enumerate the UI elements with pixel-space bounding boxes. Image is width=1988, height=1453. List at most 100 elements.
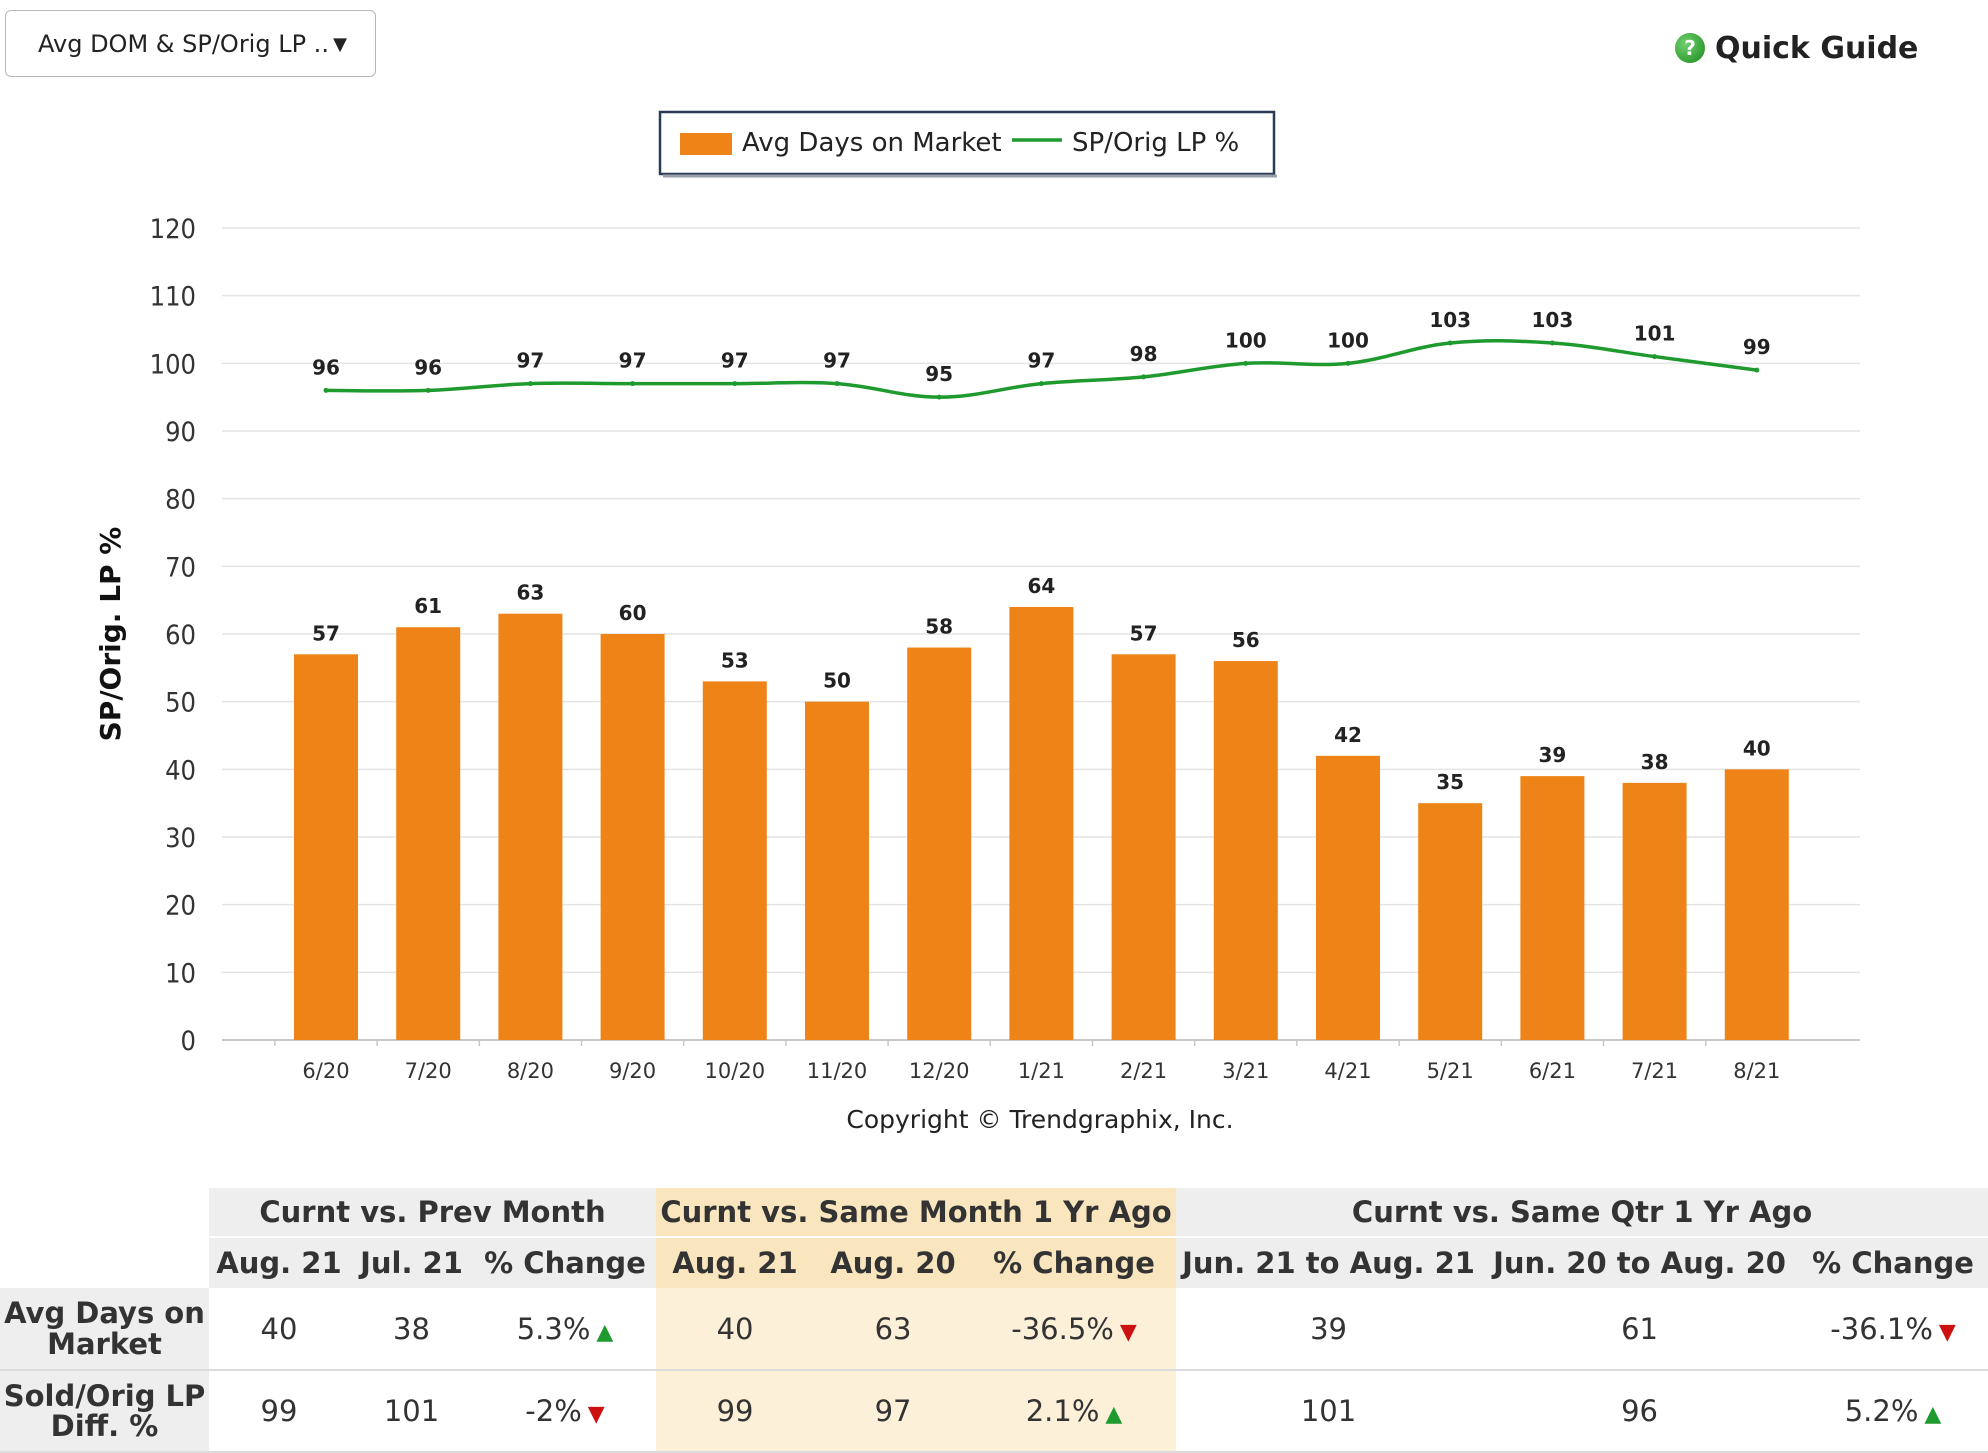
line-data-label: 98 <box>1130 342 1158 366</box>
quick-guide-link[interactable]: ? Quick Guide <box>1675 28 1918 68</box>
comparison-table: Curnt vs. Prev Month Curnt vs. Same Mont… <box>0 1188 1988 1453</box>
cell-value: 38 <box>393 1311 430 1346</box>
cell-value: 40 <box>260 1311 298 1346</box>
x-tick-label: 10/20 <box>705 1059 766 1083</box>
legend-swatch-bar <box>680 133 732 155</box>
line-data-label: 99 <box>1743 335 1771 359</box>
row-label-line: Diff. % <box>50 1409 159 1443</box>
x-tick-label: 5/21 <box>1427 1059 1474 1083</box>
bar-data-label: 35 <box>1436 770 1464 794</box>
bar-data-label: 50 <box>823 669 851 693</box>
chart-type-select[interactable]: Avg DOM & SP/Orig LP .. ▼ <box>5 10 376 77</box>
bar-data-label: 57 <box>312 621 340 645</box>
x-tick-label: 2/21 <box>1120 1059 1167 1083</box>
cell-value: 39 <box>1310 1311 1347 1346</box>
table-cell: 5.3% ▲ <box>474 1288 657 1371</box>
bar-data-label: 42 <box>1334 723 1362 747</box>
line-point <box>527 381 533 387</box>
table-corner-sub <box>0 1236 209 1288</box>
line-point <box>1652 354 1658 360</box>
cell-value: -36.1% <box>1830 1311 1933 1346</box>
bar <box>498 613 563 1040</box>
line-point <box>834 381 840 387</box>
column-header: % Change <box>474 1236 657 1288</box>
table-cell: 39 <box>1176 1288 1482 1371</box>
line-point <box>630 381 636 387</box>
trend-up-icon: ▲ <box>1105 1402 1123 1427</box>
bar <box>1724 769 1789 1040</box>
y-tick-label: 110 <box>150 282 196 313</box>
column-header: Aug. 21 <box>656 1236 815 1288</box>
table-row: Avg Days on Market 40 38 5.3% ▲ 40 63 -36.5% ▼ 39 6… <box>0 1288 1988 1371</box>
y-tick-label: 20 <box>165 891 196 922</box>
bar <box>907 647 972 1040</box>
x-tick-label: 6/20 <box>302 1059 349 1083</box>
cell-value: -36.5% <box>1011 1311 1114 1346</box>
x-tick-label: 3/21 <box>1222 1059 1269 1083</box>
x-tick-label: 11/20 <box>807 1059 868 1083</box>
y-tick-label: 30 <box>165 823 196 854</box>
line-point <box>323 387 329 393</box>
line-data-label: 100 <box>1225 328 1267 352</box>
y-tick-label: 100 <box>150 349 196 380</box>
line-data-label: 97 <box>823 349 851 373</box>
cell-value: 99 <box>716 1394 754 1428</box>
bar <box>294 654 358 1040</box>
bar <box>1520 776 1585 1040</box>
line-data-label: 97 <box>721 349 749 373</box>
bar-data-label: 40 <box>1743 736 1771 760</box>
bar <box>600 634 665 1040</box>
bar-data-label: 38 <box>1641 750 1669 774</box>
bar-data-label: 39 <box>1538 743 1566 767</box>
cell-value: 2.1% <box>1025 1394 1100 1428</box>
table-cell: -2% ▼ <box>474 1370 657 1453</box>
x-tick-label: 8/20 <box>507 1059 554 1083</box>
line-point <box>425 387 431 393</box>
line-data-label: 96 <box>312 355 340 379</box>
y-tick-label: 120 <box>150 214 196 245</box>
trend-down-icon: ▼ <box>587 1402 605 1427</box>
y-tick-label: 70 <box>165 552 196 583</box>
row-label-line: Market <box>47 1326 162 1361</box>
group-header-same-month: Curnt vs. Same Month 1 Yr Ago <box>656 1188 1177 1237</box>
table-cell: 63 <box>814 1288 973 1371</box>
column-header: Jun. 21 to Aug. 21 <box>1176 1236 1482 1288</box>
bar-data-label: 64 <box>1027 574 1055 598</box>
chart: 0 10 20 30 40 50 60 70 80 90 100 110 120 SP/Orig. LP … <box>94 110 1860 1134</box>
line-point <box>1447 340 1453 346</box>
y-tick-label: 10 <box>165 958 196 989</box>
x-tick-label: 12/20 <box>909 1059 970 1083</box>
bar-data-label: 61 <box>414 594 442 618</box>
legend-label-line: SP/Orig LP % <box>1072 128 1239 158</box>
legend-box <box>658 110 1276 176</box>
bar-data-label: 57 <box>1130 621 1158 645</box>
bar <box>702 681 767 1040</box>
column-header: Aug. 21 <box>209 1236 349 1288</box>
cell-value: 96 <box>1621 1394 1658 1428</box>
line-data-label: 100 <box>1327 328 1369 352</box>
group-header-prev-month: Curnt vs. Prev Month <box>209 1188 657 1237</box>
cell-value: -2% <box>525 1394 582 1428</box>
column-header: Jul. 21 <box>349 1236 474 1288</box>
cell-value: 101 <box>1300 1394 1357 1428</box>
x-tick-label: 4/21 <box>1324 1059 1371 1083</box>
trend-down-icon: ▼ <box>1938 1319 1956 1345</box>
bar <box>1418 803 1483 1040</box>
x-tick-label: 1/21 <box>1018 1059 1065 1083</box>
line-point <box>1141 374 1147 380</box>
bar <box>1009 606 1074 1040</box>
table-cell: 5.2% ▲ <box>1798 1370 1988 1453</box>
line-point <box>1243 360 1249 366</box>
column-header: % Change <box>972 1236 1177 1288</box>
cell-value: 63 <box>874 1311 912 1346</box>
y-tick-label: 90 <box>165 417 196 448</box>
line-point <box>1038 381 1044 387</box>
table-cell: 96 <box>1481 1370 1799 1453</box>
x-tick-label: 6/21 <box>1529 1059 1576 1083</box>
group-header-same-qtr: Curnt vs. Same Qtr 1 Yr Ago <box>1176 1188 1988 1237</box>
table-cell: 40 <box>656 1288 815 1371</box>
line-data-label: 97 <box>516 349 544 373</box>
table-cell: 101 <box>1176 1370 1482 1453</box>
trend-down-icon: ▼ <box>1119 1319 1137 1345</box>
table-cell: 40 <box>209 1288 349 1371</box>
